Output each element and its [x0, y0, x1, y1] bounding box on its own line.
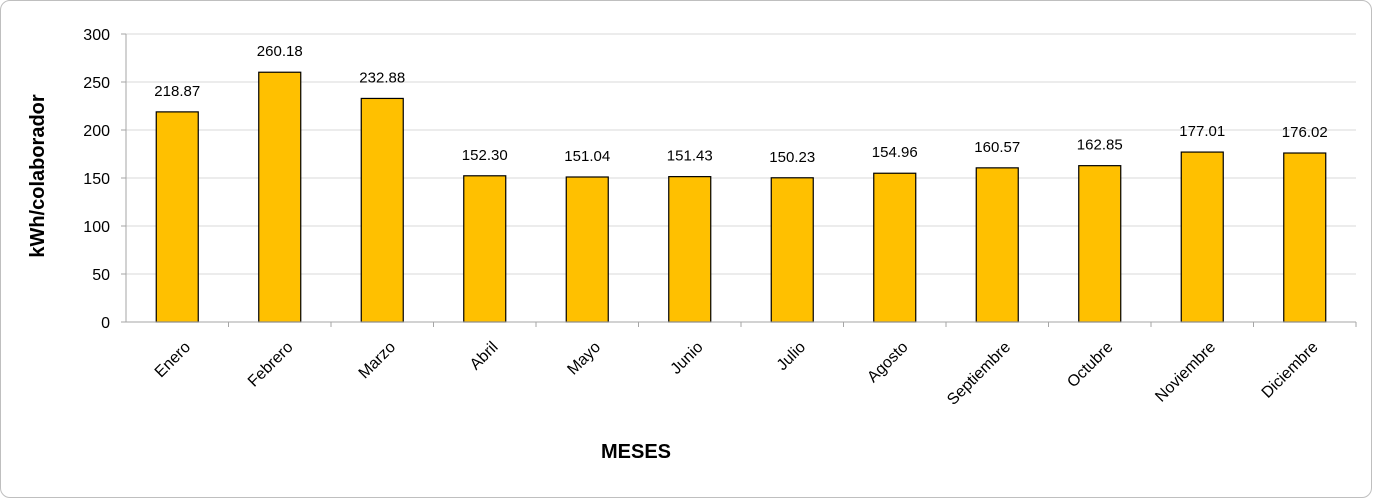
y-tick-labels: 0 50 100 150 200 250 300: [83, 27, 126, 332]
bar-diciembre: [1283, 152, 1327, 323]
x-tick-label: Enero: [152, 339, 194, 381]
x-tick-label: Diciembre: [1259, 339, 1322, 402]
x-tick-label: Octubre: [1064, 339, 1116, 391]
x-tick-label: Septiembre: [944, 339, 1014, 409]
x-tick-label: Mayo: [564, 339, 604, 379]
x-tick-label: Noviembre: [1152, 339, 1219, 406]
bar-octubre: [1078, 165, 1122, 323]
bars: [155, 71, 1327, 323]
x-tick-label: Junio: [668, 339, 707, 378]
x-tick-label: Febrero: [245, 339, 297, 391]
data-label: 232.88: [359, 69, 405, 86]
bar-agosto: [873, 172, 917, 323]
data-label: 176.02: [1282, 124, 1328, 141]
data-label: 154.96: [872, 144, 918, 161]
bar-febrero: [258, 71, 302, 323]
bar-septiembre: [975, 167, 1019, 323]
data-label: 177.01: [1179, 123, 1225, 140]
y-axis-title: kWh/colaborador: [27, 94, 49, 258]
data-label: 260.18: [257, 43, 303, 60]
data-label: 150.23: [769, 149, 815, 166]
bar-abril: [463, 175, 507, 323]
data-label: 162.85: [1077, 137, 1123, 154]
bar-marzo: [360, 97, 404, 323]
y-tick-label: 100: [83, 219, 110, 236]
gridlines: [126, 33, 1356, 275]
y-tick-label: 300: [83, 27, 110, 44]
y-tick-label: 250: [83, 75, 110, 92]
bar-julio: [770, 177, 814, 323]
data-label: 218.87: [154, 83, 200, 100]
x-tick-label: Julio: [774, 339, 809, 374]
data-labels: 218.87 260.18 232.88 152.30 151.04 151.43 150.…: [154, 43, 1327, 166]
x-tick-label: Marzo: [356, 339, 400, 383]
data-label: 151.43: [667, 148, 713, 165]
bar-junio: [668, 176, 712, 323]
x-tick-labels: Enero Febrero Marzo Abril Mayo Junio Julio Agos…: [152, 322, 1357, 409]
bar-mayo: [565, 176, 609, 323]
y-tick-label: 50: [92, 267, 110, 284]
data-label: 152.30: [462, 147, 508, 164]
bar-enero: [155, 111, 199, 323]
bar-noviembre: [1180, 151, 1224, 323]
x-tick-label: Agosto: [864, 339, 911, 386]
data-label: 151.04: [564, 148, 610, 165]
y-tick-label: 150: [83, 171, 110, 188]
data-label: 160.57: [974, 139, 1020, 156]
y-tick-label: 200: [83, 123, 110, 140]
y-tick-label: 0: [101, 315, 110, 332]
x-tick-label: Abril: [467, 339, 502, 374]
x-axis-title: MESES: [601, 441, 671, 463]
